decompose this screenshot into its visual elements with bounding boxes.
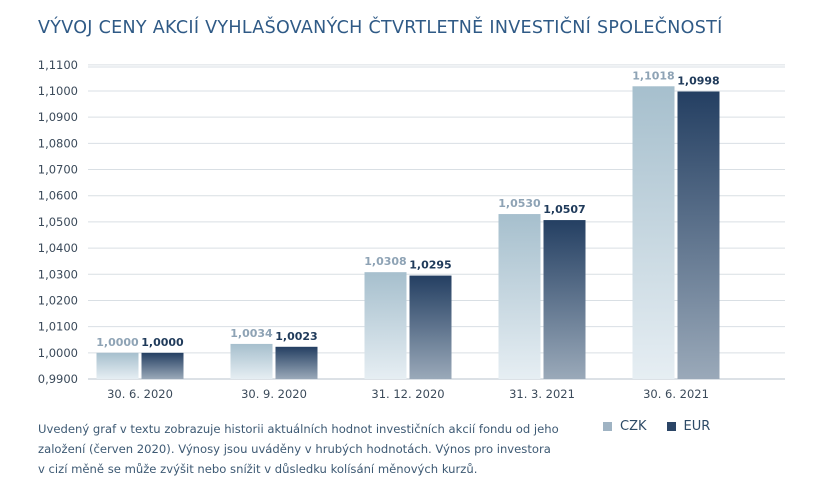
legend-label-czk: CZK [620,419,647,434]
y-tick-label: 1,0100 [38,320,78,334]
bar-eur [543,220,586,379]
bar-eur [409,275,452,379]
data-label-eur: 1,0000 [141,336,184,349]
bar-chart: 0,9900 1,0000 1,0100 1,0200 1,0300 1,0400 1,05… [38,58,785,401]
x-tick-label: 31. 3. 2021 [509,387,575,401]
x-tick-label: 31. 12. 2020 [371,387,444,401]
y-tick-label: 1,0500 [38,215,78,229]
bar-eur [677,91,720,380]
legend-item-czk: CZK [603,419,647,434]
data-label-czk: 1,0000 [96,336,139,349]
legend-item-eur: EUR [666,419,711,434]
data-label-eur: 1,0998 [677,75,719,88]
legend-label-eur: EUR [683,419,711,434]
data-label-eur: 1,0023 [275,330,317,343]
bar-eur [141,352,184,379]
footnote-line: založení (červen 2020). Výnosy jsou uvád… [38,442,551,456]
x-tick-label: 30. 6. 2021 [643,387,709,401]
data-label-czk: 1,0530 [498,197,541,210]
y-tick-label: 1,0600 [38,189,78,203]
legend-swatch-czk [603,422,612,431]
legend-swatch-eur [666,422,676,431]
y-tick-label: 0,9900 [38,372,78,386]
bar-czk [96,352,139,379]
x-tick-label: 30. 9. 2020 [241,387,307,401]
y-tick-label: 1,0800 [38,136,78,150]
footnote-line: v cizí měně se může zvýšit nebo snížit v… [38,462,478,476]
y-tick-label: 1,0700 [38,163,78,177]
bar-czk [230,343,273,379]
bar-czk [364,272,407,379]
data-label-czk: 1,0308 [364,255,406,268]
y-tick-label: 1,0900 [38,110,78,124]
y-tick-label: 1,0200 [38,293,78,307]
bar-czk [498,214,541,379]
bar-eur [275,346,318,379]
data-label-czk: 1,0034 [230,327,273,340]
y-tick-label: 1,0400 [38,241,78,255]
x-tick-label: 30. 6. 2020 [107,387,173,401]
y-tick-label: 1,0000 [38,346,78,360]
data-label-eur: 1,0507 [543,203,585,216]
data-label-czk: 1,1018 [632,69,674,82]
data-label-eur: 1,0295 [409,259,451,272]
y-tick-label: 1,1100 [38,58,78,72]
y-tick-label: 1,0300 [38,267,78,281]
footnote-line: Uvedený graf v textu zobrazuje historii … [38,422,559,436]
footnote: Uvedený graf v textu zobrazuje historii … [38,419,559,479]
chart-title: VÝVOJ CENY AKCIÍ VYHLAŠOVANÝCH ČTVRTLETN… [38,18,723,38]
y-tick-label: 1,1000 [38,84,78,98]
legend: CZK EUR [603,419,730,434]
bar-czk [632,86,675,380]
